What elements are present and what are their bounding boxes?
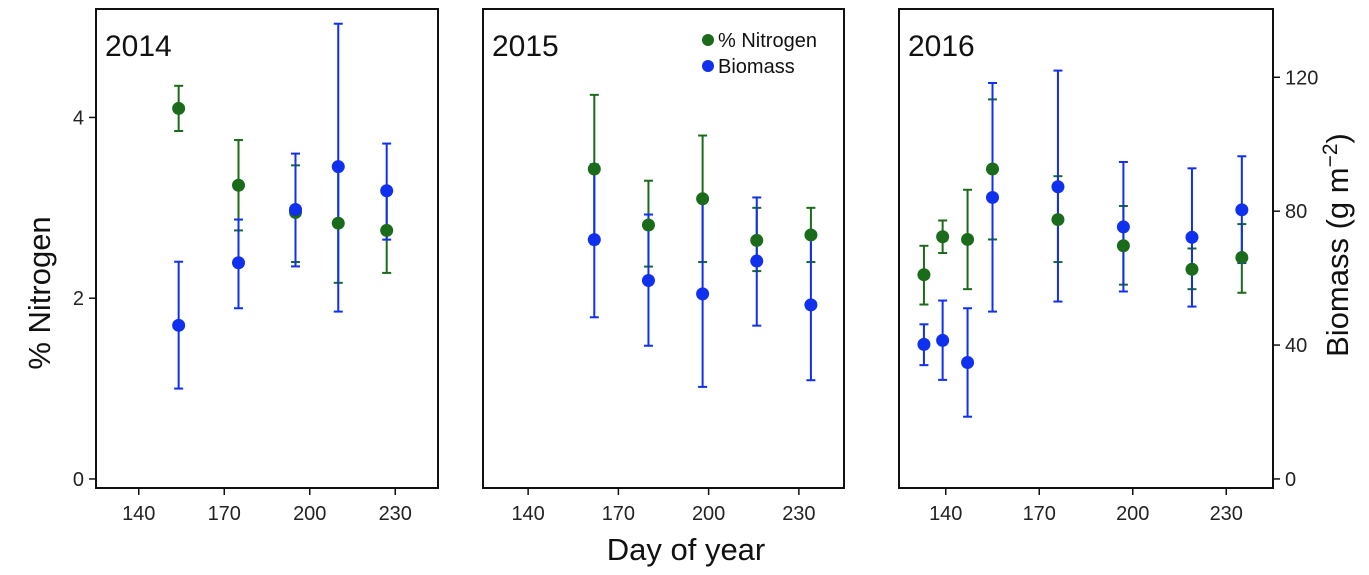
- panel-2014: 2014 140 170 200 230 0 2 4: [73, 8, 439, 525]
- panel-label-2015: 2015: [492, 30, 559, 63]
- y-axis-title-right-end: ): [1320, 133, 1355, 143]
- legend: % Nitrogen Biomass: [702, 30, 817, 78]
- biomass-point-2016-0: [917, 337, 931, 351]
- biomass-point-2016-7: [1235, 203, 1249, 217]
- nitrogen-point-2015-0: [587, 162, 601, 176]
- panel-frame-2015: [482, 8, 845, 489]
- biomass-point-2014-4: [380, 184, 394, 198]
- nitrogen-point-2016-1: [936, 230, 950, 244]
- nitrogen-point-2015-2: [696, 192, 710, 206]
- y-axis-title-right-sup: −2: [1319, 143, 1342, 167]
- biomass-point-2016-5: [1116, 220, 1130, 234]
- x-tick-label-2016-170: 170: [1023, 503, 1056, 525]
- nitrogen-point-2015-1: [641, 218, 655, 232]
- nitrogen-point-2016-7: [1235, 251, 1249, 265]
- nitrogen-point-2015-3: [750, 233, 764, 247]
- x-tick-label-2016-140: 140: [929, 503, 962, 525]
- biomass-point-2015-0: [587, 233, 601, 247]
- biomass-point-2016-4: [1051, 180, 1065, 194]
- panel-2016: 2016 140 170 200 230 0 40 80 120: [898, 8, 1318, 525]
- biomass-point-2015-2: [696, 287, 710, 301]
- y-left-tick-label-2: 2: [73, 288, 84, 310]
- y-axis-title-right-base: Biomass (g m: [1320, 167, 1355, 356]
- x-tick-label-2015-140: 140: [511, 503, 544, 525]
- nitrogen-point-2016-0: [917, 268, 931, 282]
- panel-label-2016: 2016: [908, 30, 975, 63]
- x-tick-label-2015-200: 200: [692, 503, 725, 525]
- biomass-point-2014-3: [331, 160, 345, 174]
- y-right-tick-label-0: 0: [1285, 469, 1296, 491]
- x-tick-label-2014-200: 200: [293, 503, 326, 525]
- x-axis-title: Day of year: [607, 532, 766, 567]
- x-tick-label-2016-200: 200: [1116, 503, 1149, 525]
- y-left-tick-label-4: 4: [73, 107, 84, 129]
- legend-marker-biomass: [702, 60, 714, 72]
- panel-label-2014: 2014: [105, 30, 172, 63]
- biomass-point-2015-3: [750, 254, 764, 268]
- x-tick-label-2014-140: 140: [122, 503, 155, 525]
- nitrogen-point-2016-4: [1051, 213, 1065, 227]
- biomass-point-2015-1: [641, 273, 655, 287]
- y-left-tick-label-0: 0: [73, 469, 84, 491]
- biomass-point-2014-1: [232, 256, 245, 270]
- biomass-point-2014-2: [289, 203, 302, 217]
- x-tick-label-2015-170: 170: [602, 503, 635, 525]
- panel-frame-2014: [95, 8, 439, 489]
- y-right-tick-label-120: 120: [1285, 67, 1318, 89]
- nitrogen-point-2014-0: [172, 101, 186, 115]
- legend-marker-nitrogen: [702, 34, 714, 46]
- nitrogen-point-2014-1: [232, 178, 245, 192]
- panel-2015: 2015 140 170 200 230: [482, 8, 845, 525]
- nitrogen-point-2016-2: [961, 232, 975, 246]
- y-axis-title-right: Biomass (g m−2): [1319, 133, 1356, 357]
- legend-label-nitrogen: % Nitrogen: [718, 30, 817, 52]
- biomass-point-2014-0: [172, 318, 186, 332]
- panels-group: 2014 140 170 200 230 0 2 4 2015 140 170 200 230 2016 1…: [73, 8, 1318, 525]
- y-right-tick-label-80: 80: [1285, 201, 1307, 223]
- biomass-point-2016-3: [986, 190, 999, 204]
- x-tick-label-2014-170: 170: [208, 503, 241, 525]
- y-right-tick-label-40: 40: [1285, 335, 1307, 357]
- nitrogen-point-2016-6: [1185, 262, 1199, 276]
- nitrogen-point-2015-4: [804, 228, 818, 242]
- y-axis-title-left: % Nitrogen: [22, 216, 57, 369]
- biomass-point-2015-4: [804, 298, 818, 312]
- x-tick-label-2015-230: 230: [782, 503, 815, 525]
- nitrogen-point-2014-4: [380, 223, 394, 237]
- nitrogen-point-2014-3: [331, 216, 345, 230]
- x-tick-label-2014-230: 230: [379, 503, 412, 525]
- biomass-point-2016-6: [1185, 230, 1199, 244]
- panel-frame-2016: [898, 8, 1274, 489]
- biomass-point-2016-2: [961, 355, 975, 369]
- legend-label-biomass: Biomass: [718, 56, 795, 78]
- x-tick-label-2016-230: 230: [1210, 503, 1243, 525]
- nitrogen-point-2016-3: [986, 162, 999, 176]
- nitrogen-point-2016-5: [1116, 239, 1130, 253]
- biomass-point-2016-1: [936, 333, 950, 347]
